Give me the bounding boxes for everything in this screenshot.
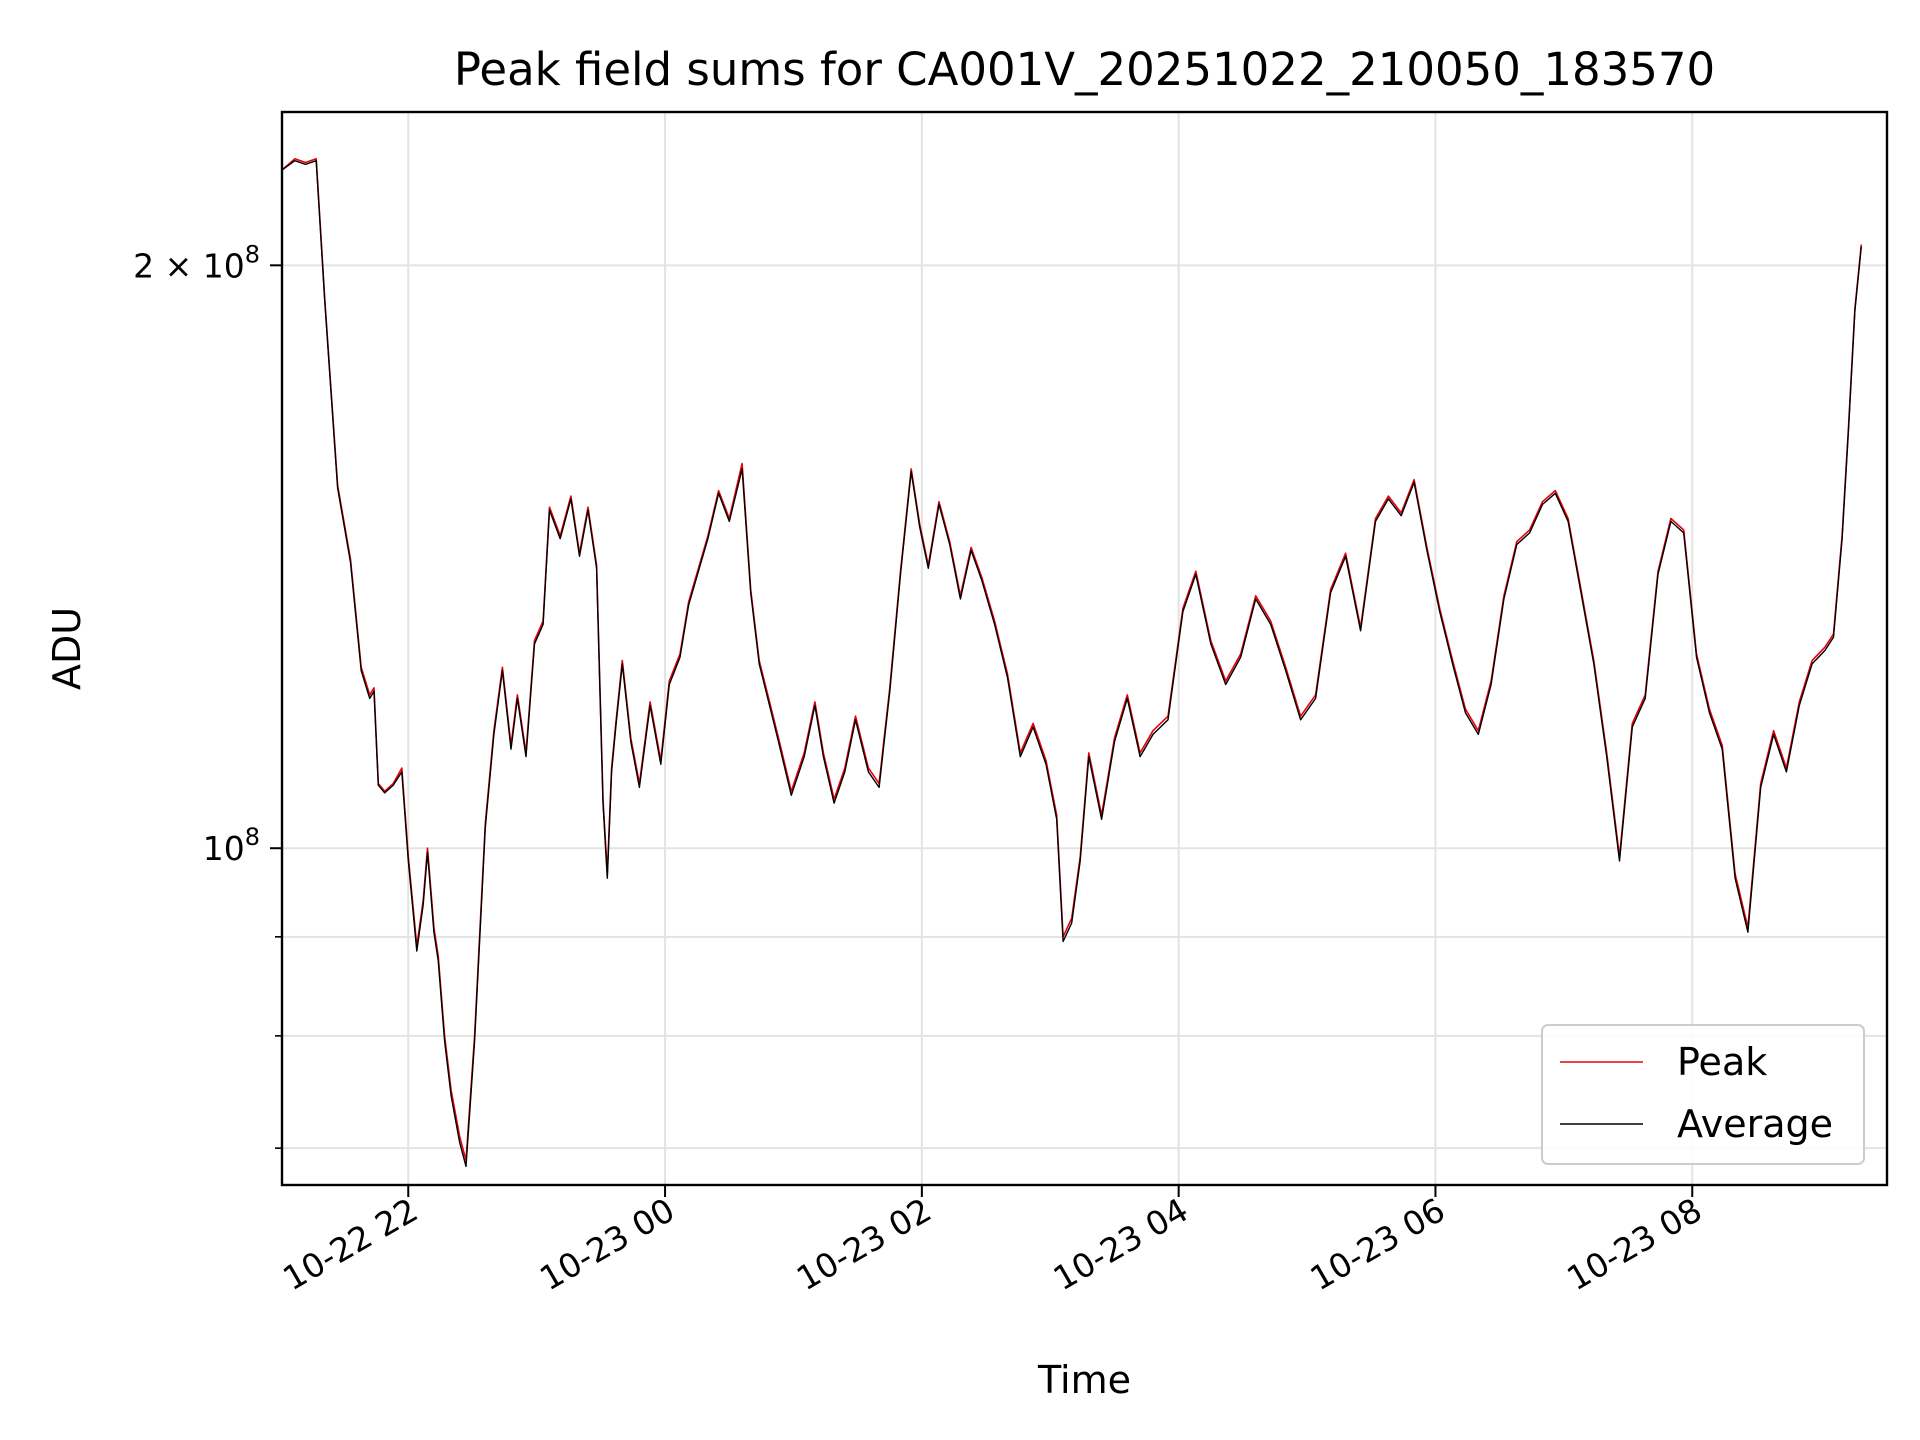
legend-box [1541,1024,1865,1165]
series-line-average [282,159,1862,1168]
legend-label-peak: Peak [1677,1040,1767,1084]
chart-title: Peak field sums for CA001V_20251022_2100… [454,43,1715,96]
legend-label-average: Average [1677,1102,1833,1146]
y-axis: 108 2 × 108 [133,240,282,1149]
y-tick-label-0: 108 [203,823,260,868]
y-tick-label-1: 2 × 108 [133,240,260,285]
legend: Peak Average [1541,1024,1865,1165]
plot-frame [280,110,1889,1187]
y-axis-label: ADU [45,607,89,690]
plot-area [282,158,1863,1168]
x-axis-label: Time [1037,1358,1131,1402]
